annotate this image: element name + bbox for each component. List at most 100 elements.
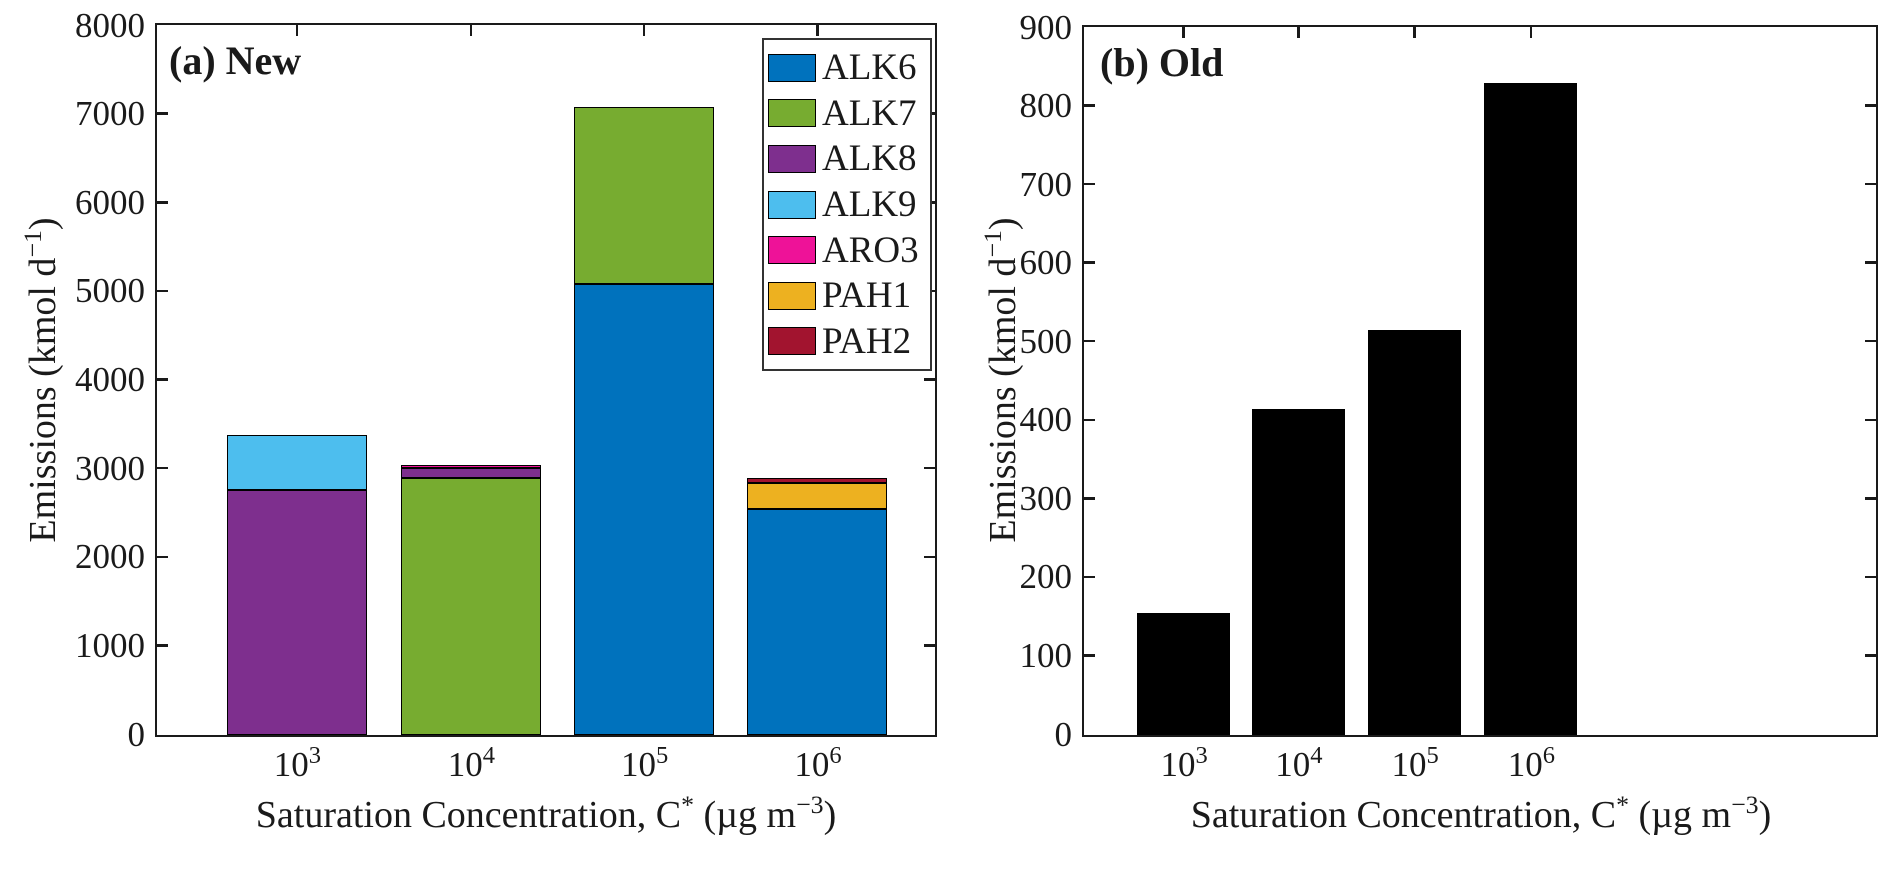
bar-segment-pah1	[747, 483, 888, 510]
y-tick-right	[1865, 104, 1876, 107]
label-text: )	[823, 794, 837, 836]
legend-label-alk8: ALK8	[822, 138, 917, 180]
legend-label-alk6: ALK6	[822, 47, 917, 89]
label-text: Saturation Concentration, C	[255, 794, 682, 836]
y-tick-label: 4000	[75, 360, 145, 399]
tick-base: 10	[794, 745, 830, 784]
y-tick-right	[924, 644, 935, 647]
y-tick	[157, 644, 168, 647]
y-tick-label: 600	[1019, 243, 1073, 283]
y-tick	[157, 378, 168, 381]
legend-swatch-alk9	[768, 190, 816, 219]
y-tick-label: 900	[1019, 7, 1073, 47]
y-tick-label: 300	[1019, 478, 1073, 518]
bar-105	[574, 26, 715, 735]
y-tick	[1084, 654, 1095, 657]
legend-row-pah2: PAH2	[764, 319, 930, 365]
y-tick-right	[924, 555, 935, 558]
x-tick-top	[469, 25, 473, 36]
label-text: (µg m	[693, 794, 797, 836]
y-tick	[1084, 497, 1095, 500]
legend-row-alk8: ALK8	[764, 136, 930, 182]
y-tick-label: 100	[1019, 635, 1073, 675]
x-tick-top	[295, 25, 299, 36]
y-tick	[1084, 418, 1095, 422]
x-tick-label: 103	[237, 742, 357, 785]
bar-segment	[1251, 409, 1345, 735]
bar-104	[1251, 28, 1345, 735]
y-tick-label: 7000	[75, 94, 145, 134]
bar-segment	[1484, 83, 1578, 735]
y-tick-label: 8000	[75, 5, 145, 45]
y-tick-label: 700	[1019, 164, 1073, 204]
bar-segment	[1368, 330, 1462, 735]
legend-label-pah1: PAH1	[822, 275, 912, 317]
tick-exponent: 4	[1310, 741, 1323, 769]
tick-exponent: 5	[1426, 741, 1439, 769]
tick-base: 10	[1391, 745, 1427, 784]
label-text: )	[982, 217, 1024, 231]
legend: ALK6 ALK7 ALK8 ALK9 ARO3 PAH1 PAH2	[762, 38, 932, 372]
x-axis-label-panel-b: Saturation Concentration, C* (µg m−3)	[1191, 789, 1771, 837]
y-tick-label: 800	[1019, 86, 1073, 126]
legend-swatch-alk7	[768, 99, 816, 128]
y-tick-right	[1865, 261, 1876, 264]
bar-segment-alk7	[400, 478, 541, 735]
superscript: *	[681, 789, 694, 819]
y-tick-label: 5000	[75, 271, 145, 311]
legend-swatch-pah2	[768, 327, 816, 356]
bar-106	[747, 26, 888, 735]
tick-exponent: 6	[829, 741, 842, 769]
tick-exponent: 6	[1542, 741, 1556, 769]
tick-exponent: 5	[656, 741, 669, 769]
x-tick-top	[816, 25, 819, 36]
y-tick-right	[1865, 654, 1876, 657]
bar-segment-alk8	[400, 468, 541, 478]
bar-segment-alk8	[226, 489, 367, 735]
y-tick-label: 200	[1019, 557, 1073, 597]
bar-segment	[1137, 613, 1231, 735]
superscript: −3	[796, 789, 824, 819]
y-tick	[1084, 339, 1095, 343]
y-tick-label: 500	[1019, 321, 1073, 361]
bar-segment-alk7	[574, 106, 715, 284]
legend-row-alk7: ALK7	[764, 91, 930, 137]
x-tick-label: 105	[1355, 741, 1475, 785]
superscript: −1	[17, 230, 47, 258]
y-tick-right	[1865, 182, 1876, 186]
y-tick	[157, 555, 168, 558]
legend-label-alk9: ALK9	[822, 184, 917, 226]
y-tick-label: 400	[1019, 400, 1073, 440]
legend-row-pah1: PAH1	[764, 273, 930, 319]
x-tick-label: 104	[411, 742, 531, 785]
bar-segment-alk9	[226, 434, 367, 490]
y-tick-right	[1865, 418, 1876, 422]
x-tick-top	[1182, 27, 1185, 38]
x-tick-label: 106	[1471, 741, 1591, 785]
legend-row-alk9: ALK9	[764, 182, 930, 228]
bar-103	[1137, 28, 1231, 735]
y-tick-label: 6000	[75, 182, 145, 222]
bar-segment-alk6	[574, 283, 715, 735]
y-tick	[1084, 575, 1095, 579]
x-tick-label: 105	[585, 741, 705, 785]
y-tick	[157, 466, 168, 470]
bar-105	[1368, 28, 1462, 735]
y-tick-right	[924, 378, 935, 381]
tick-base: 10	[1507, 745, 1543, 784]
x-tick-top	[642, 25, 646, 36]
y-tick	[157, 112, 168, 115]
y-tick-right	[1865, 339, 1876, 343]
legend-row-alk6: ALK6	[764, 45, 930, 91]
superscript: −3	[1731, 789, 1759, 819]
tick-base: 10	[1275, 745, 1311, 784]
y-tick-right	[1865, 575, 1876, 579]
tick-base: 10	[1160, 745, 1196, 784]
x-tick-label: 103	[1124, 742, 1244, 785]
y-tick	[157, 201, 168, 204]
x-tick-top	[1297, 27, 1300, 38]
tick-base: 10	[273, 745, 309, 784]
legend-swatch-pah1	[768, 281, 816, 310]
legend-swatch-alk6	[768, 53, 816, 82]
